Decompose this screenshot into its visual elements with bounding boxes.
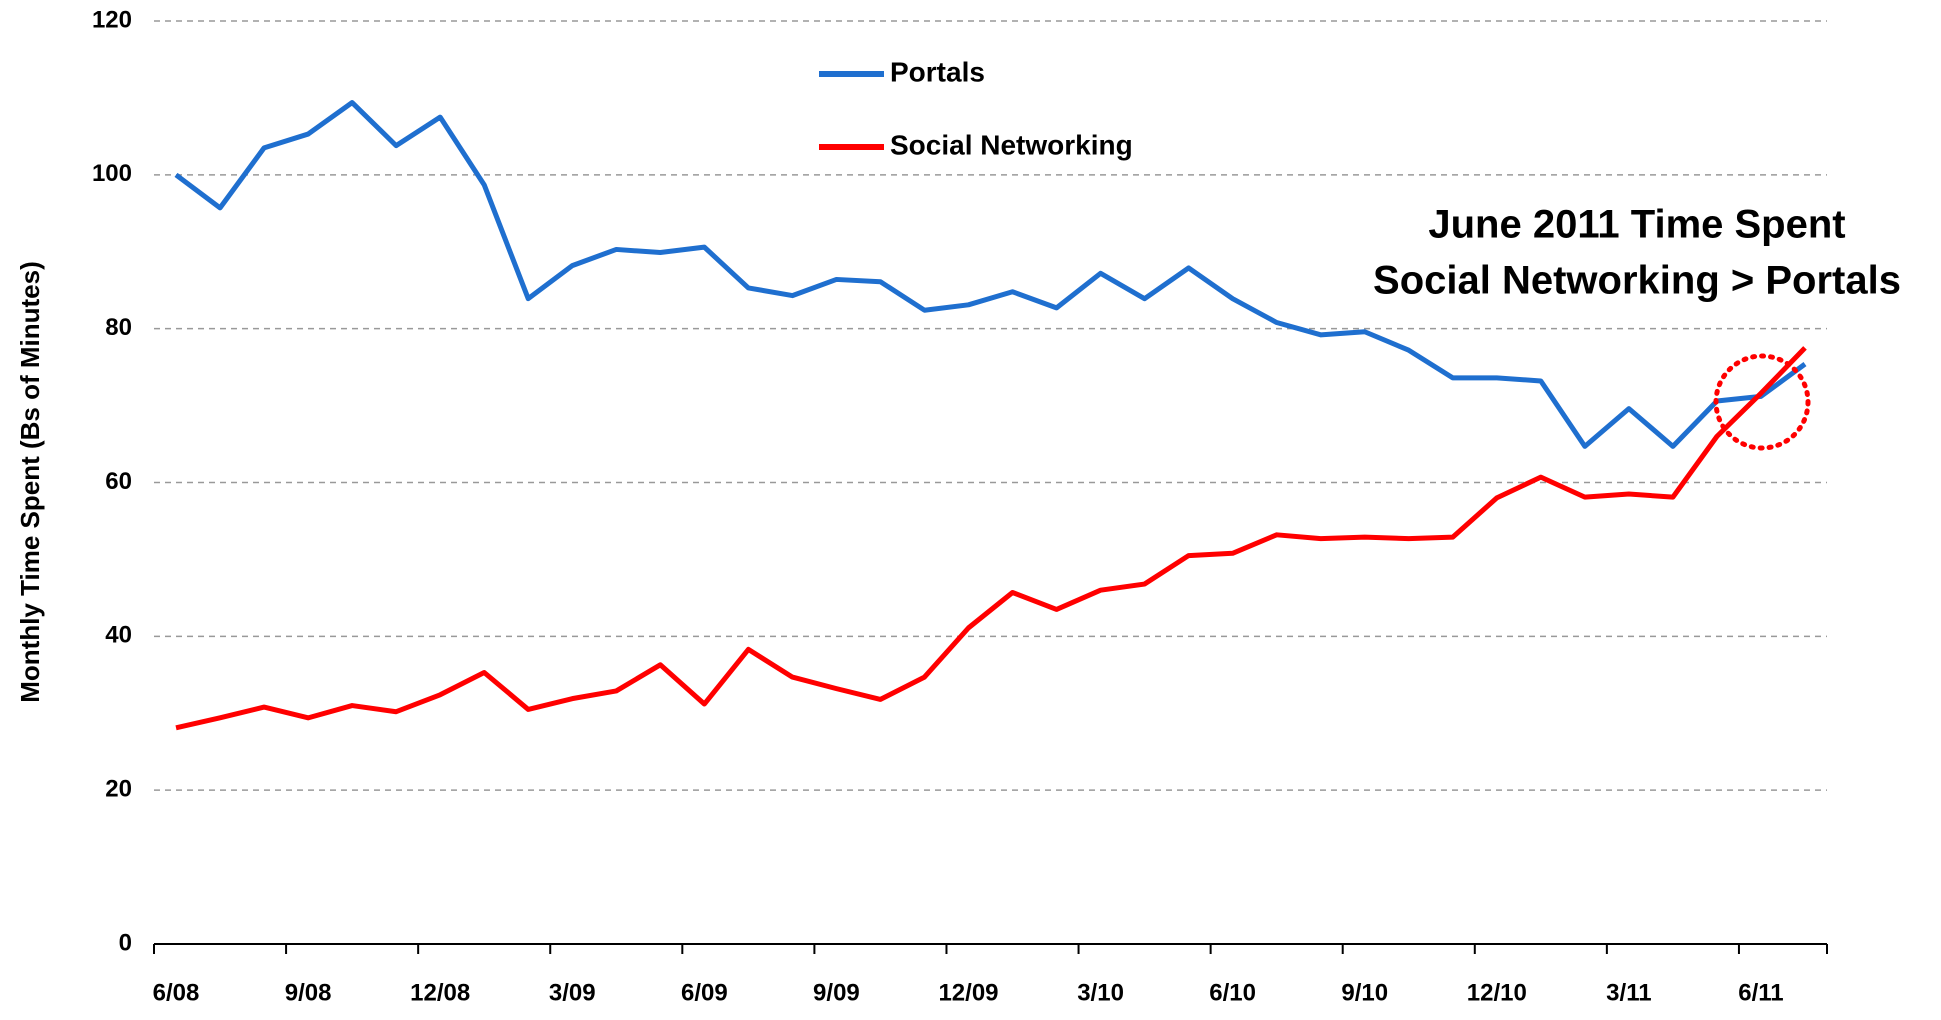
series-line: [174, 100, 1807, 449]
y-tick-label: 0: [119, 929, 132, 956]
y-tick-label: 100: [92, 160, 132, 187]
legend-label: Social Networking: [890, 129, 1133, 160]
y-tick-label: 20: [105, 776, 132, 803]
x-tick-label: 6/10: [1209, 979, 1256, 1006]
x-tick-label: 6/11: [1738, 979, 1783, 1006]
x-tick-label: 12/10: [1467, 979, 1527, 1006]
x-tick-label: 9/10: [1341, 979, 1388, 1006]
series-line: [175, 346, 1807, 731]
legend-label: Portals: [890, 56, 985, 87]
x-tick-label: 3/10: [1077, 979, 1124, 1006]
y-tick-label: 120: [92, 6, 132, 33]
x-tick-label: 9/08: [285, 979, 332, 1006]
y-tick-label: 80: [105, 314, 132, 341]
highlight-circle: [1713, 353, 1811, 451]
annotation: June 2011 Time Spent: [1428, 203, 1845, 247]
y-axis-label: Monthly Time Spent (Bs of Minutes): [15, 261, 45, 703]
annotation: Social Networking > Portals: [1373, 259, 1901, 303]
x-tick-label: 9/09: [813, 979, 860, 1006]
y-tick-label: 40: [105, 622, 132, 649]
y-tick-label: 60: [105, 468, 132, 495]
x-tick-label: 3/09: [549, 979, 596, 1006]
x-tick-label: 6/09: [681, 979, 728, 1006]
x-tick-label: 12/09: [938, 979, 998, 1006]
x-tick-label: 12/08: [410, 979, 470, 1006]
x-tick-label: 3/11: [1606, 979, 1651, 1006]
x-tick-label: 6/08: [153, 979, 200, 1006]
